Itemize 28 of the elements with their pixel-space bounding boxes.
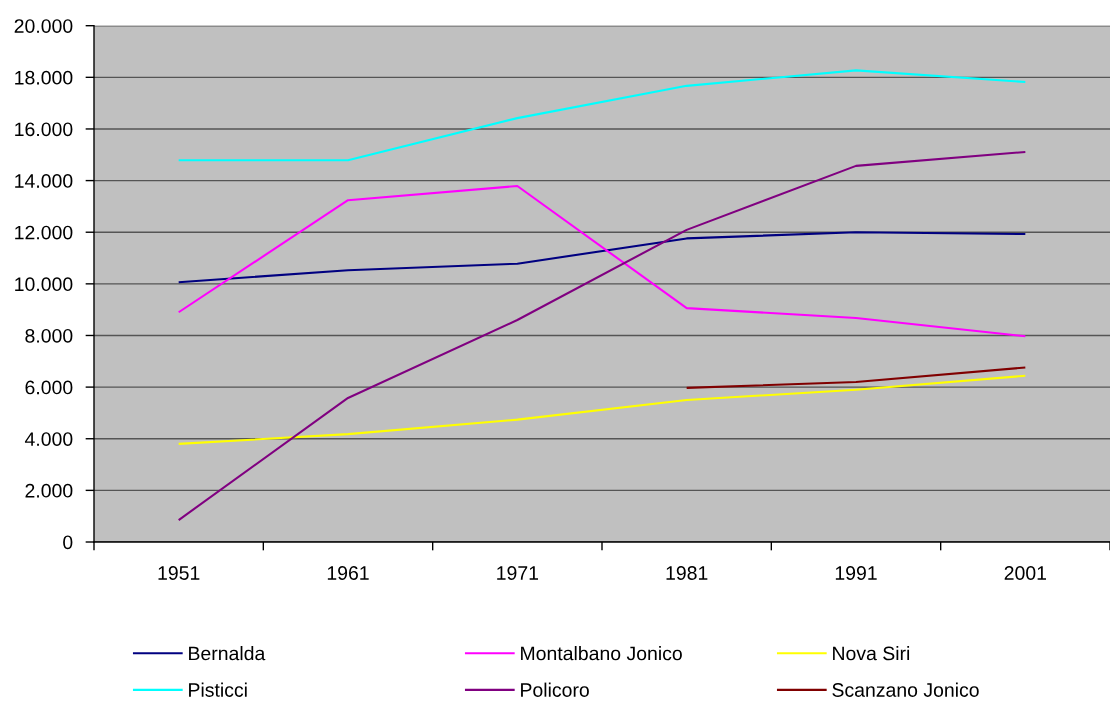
y-tick-label: 10.000 (15, 277, 73, 292)
y-tick-label: 8.000 (25, 328, 73, 343)
legend-label: Montalbano Jonico (521, 646, 682, 661)
y-tick-label: 4.000 (24, 432, 73, 446)
legend-label: Pisticci (189, 682, 247, 697)
y-tick-label: 20.000 (14, 19, 73, 33)
line-series (177, 184, 1027, 338)
y-tick-label: 18.000 (15, 70, 73, 85)
y-tick-label: 6.000 (25, 380, 73, 395)
legend-label: Scanzano Jonico (832, 682, 979, 697)
x-tick-label: 1961 (327, 566, 369, 580)
line-series (177, 231, 1027, 284)
line-series (177, 69, 1027, 162)
line-series (177, 374, 1027, 445)
y-tick-label: 14.000 (15, 174, 73, 188)
legend-label: Bernalda (189, 646, 266, 661)
x-tick-label: 1991 (835, 566, 877, 580)
x-tick-label: 1981 (666, 566, 708, 580)
x-tick-label: 1971 (497, 566, 539, 580)
y-tick-label: 12.000 (15, 225, 73, 240)
line-series (177, 150, 1027, 522)
x-tick-label: 2001 (1004, 566, 1047, 580)
y-tick-label: 2.000 (25, 483, 73, 498)
legend-label: Nova Siri (833, 646, 910, 661)
y-tick-label: 0 (63, 535, 73, 550)
x-tick-label: 1951 (158, 566, 200, 580)
y-tick-label: 16.000 (15, 122, 73, 137)
legend-label: Policoro (521, 682, 589, 697)
